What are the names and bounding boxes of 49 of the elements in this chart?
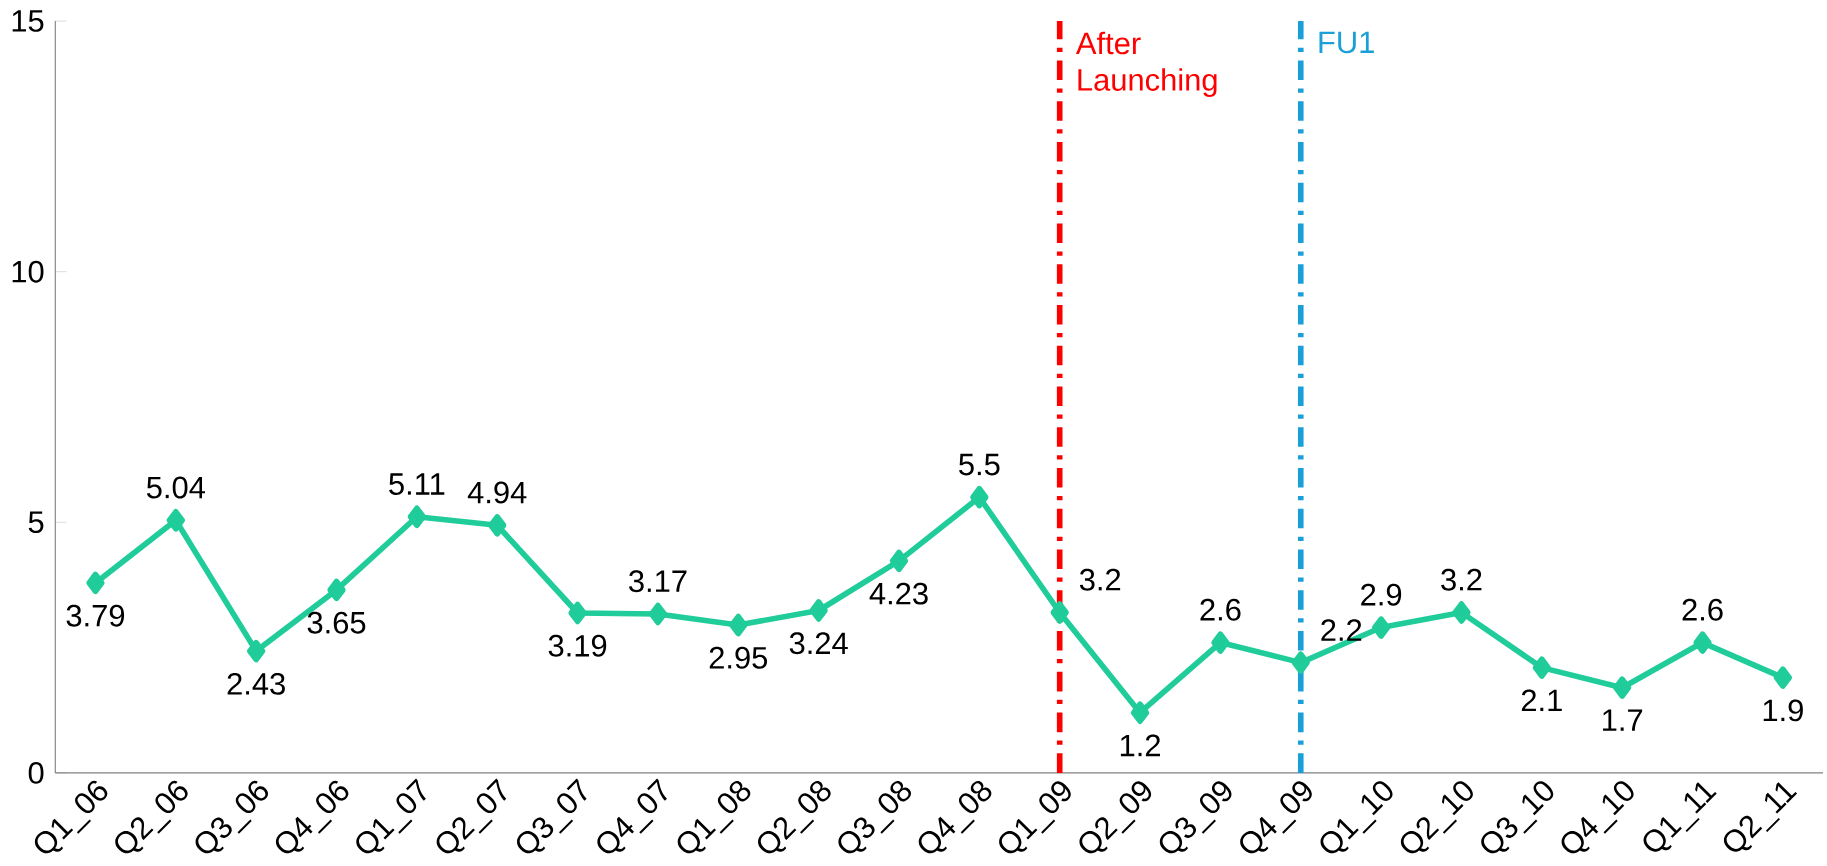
data-label: 2.9 (1361, 583, 1402, 606)
data-label: 3.79 (66, 604, 125, 627)
data-label: 4.23 (869, 582, 928, 605)
y-tick-label: 5 (28, 511, 44, 533)
data-label: 2.1 (1521, 689, 1562, 711)
point (889, 549, 909, 572)
point (247, 639, 266, 663)
point (327, 578, 346, 601)
point (1050, 601, 1069, 624)
point (1773, 666, 1792, 689)
point (86, 571, 105, 594)
data-label: 3.24 (789, 632, 848, 654)
point (1130, 701, 1150, 724)
data-label: 1.2 (1120, 734, 1160, 756)
data-label: 1.7 (1603, 709, 1643, 731)
data-label: 5.04 (146, 476, 205, 499)
point (809, 599, 828, 622)
point (488, 513, 507, 537)
data-label: 5.11 (389, 473, 445, 495)
data-label: 4.94 (467, 481, 527, 504)
point (166, 508, 185, 532)
data-label: 5.5 (959, 453, 1000, 476)
data-label: 1.9 (1763, 699, 1803, 722)
point (407, 505, 426, 528)
data-label: 2.43 (227, 672, 285, 695)
point (970, 485, 989, 509)
data-label: 3.17 (629, 570, 687, 592)
data-label: 3.2 (1079, 568, 1121, 591)
point (1613, 676, 1632, 699)
data-label: 2.2 (1321, 618, 1362, 641)
data-label: 2.95 (709, 646, 768, 669)
data-label: 3.65 (307, 611, 366, 634)
ref-line-label: After Launching (1075, 31, 1217, 97)
point (1211, 631, 1230, 654)
point (1291, 651, 1310, 674)
data-label: 2.6 (1682, 598, 1723, 621)
y-tick-label: 10 (12, 260, 44, 283)
data-label: 3.2 (1441, 568, 1482, 591)
point (648, 602, 668, 626)
point (1371, 616, 1391, 639)
y-tick-label: 15 (12, 10, 44, 32)
data-label: 3.19 (548, 634, 607, 657)
point (729, 613, 748, 637)
data-label: 2.6 (1200, 598, 1241, 621)
point (568, 601, 587, 624)
ref-line-label: FU1 (1319, 31, 1374, 53)
point (1452, 601, 1471, 624)
point (1693, 631, 1712, 654)
point (1532, 656, 1551, 679)
